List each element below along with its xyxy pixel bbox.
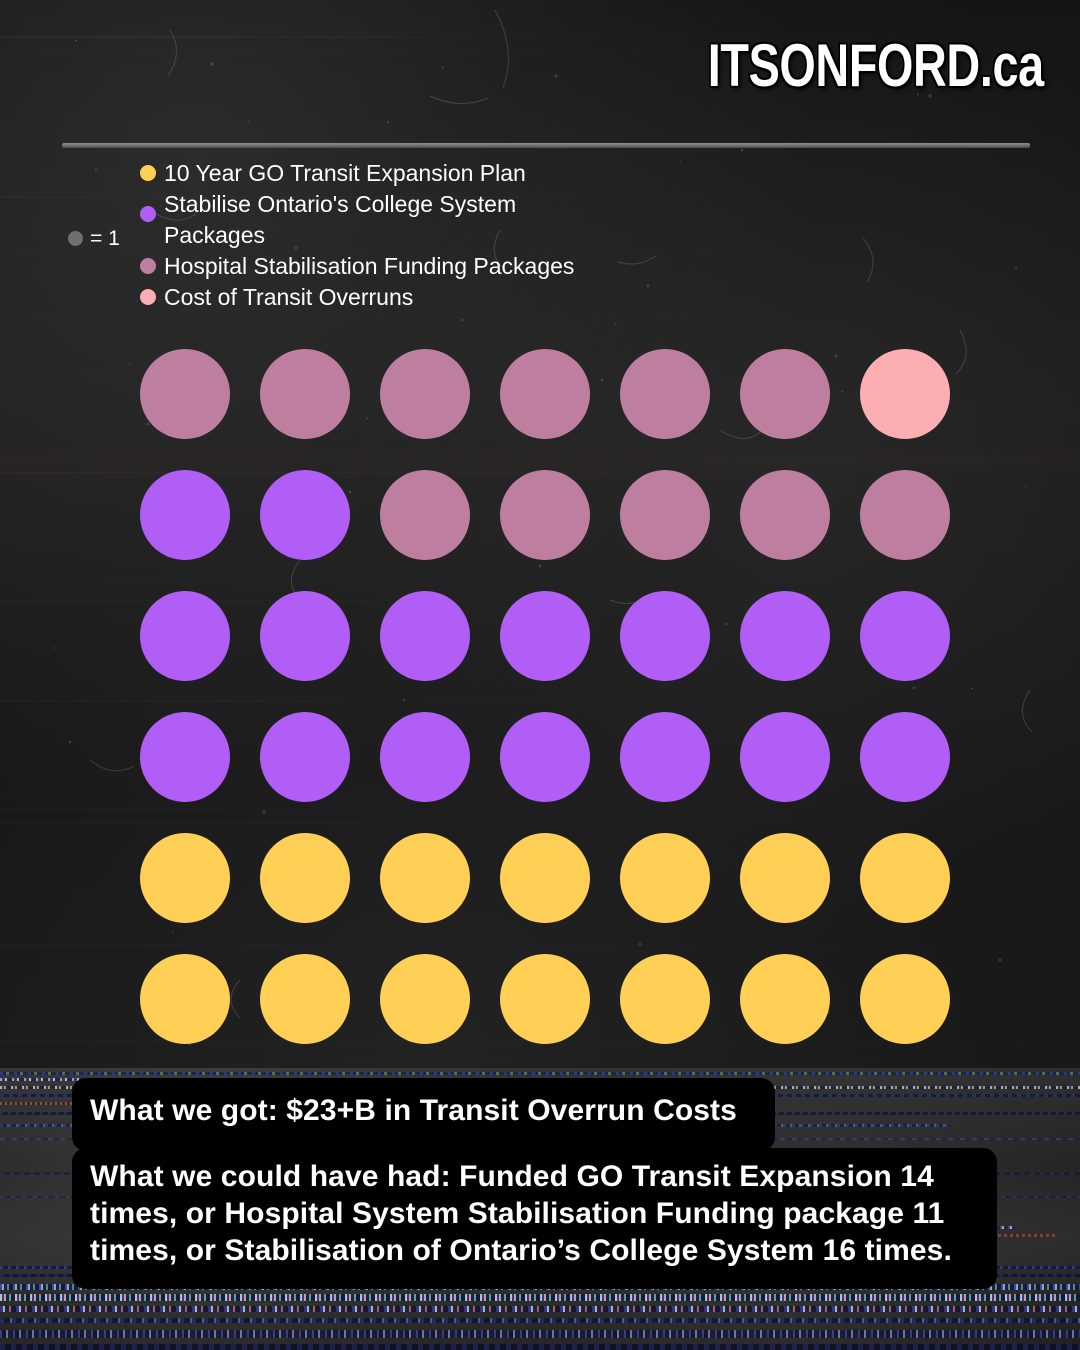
pictogram-dot bbox=[740, 349, 830, 439]
scanline bbox=[0, 822, 1080, 824]
pictogram-dot bbox=[140, 349, 230, 439]
legend-label-go-transit: 10 Year GO Transit Expansion Plan bbox=[164, 160, 526, 186]
pictogram-dot bbox=[740, 591, 830, 681]
scanline bbox=[0, 250, 1080, 252]
pictogram-dot bbox=[500, 470, 590, 560]
scanline bbox=[0, 808, 1080, 810]
pictogram-dot bbox=[260, 833, 350, 923]
pictogram-dot bbox=[260, 349, 350, 439]
scanline bbox=[0, 52, 1080, 54]
pictogram-dot bbox=[500, 712, 590, 802]
caption-line-got: What we got: $23+B in Transit Overrun Co… bbox=[90, 1094, 737, 1127]
pictogram-dot bbox=[620, 954, 710, 1044]
pictogram-dot bbox=[860, 833, 950, 923]
pictogram-dot bbox=[140, 712, 230, 802]
pictogram-dot bbox=[620, 712, 710, 802]
legend-swatch-go-transit-icon bbox=[140, 165, 156, 181]
pictogram-row bbox=[140, 954, 955, 1075]
pictogram-dot bbox=[500, 349, 590, 439]
pictogram-dot bbox=[380, 470, 470, 560]
pictogram-dot bbox=[260, 712, 350, 802]
pictogram-dot bbox=[380, 349, 470, 439]
scanline bbox=[0, 316, 1080, 318]
pictogram-row bbox=[140, 591, 955, 712]
pictogram-dot bbox=[620, 349, 710, 439]
legend-unit-swatch-icon bbox=[68, 231, 83, 246]
legend-unit-label: = 1 bbox=[90, 227, 120, 250]
caption-line-could-1: What we could have had: Funded GO Transi… bbox=[90, 1160, 934, 1193]
legend-swatch-overruns-icon bbox=[140, 289, 156, 305]
scanline bbox=[0, 196, 1080, 198]
pictogram-dot bbox=[500, 591, 590, 681]
scanline bbox=[0, 944, 1080, 946]
pictogram-dot bbox=[620, 470, 710, 560]
pictogram-dot bbox=[500, 833, 590, 923]
pictogram-dot bbox=[500, 954, 590, 1044]
pictogram-dot bbox=[140, 954, 230, 1044]
pictogram-row bbox=[140, 470, 955, 591]
pictogram-row bbox=[140, 349, 955, 470]
scanline bbox=[0, 128, 1080, 130]
scanline bbox=[0, 455, 1080, 469]
legend-items: 10 Year GO Transit Expansion Plan Stabil… bbox=[140, 158, 574, 313]
pictogram-dot bbox=[860, 470, 950, 560]
pictogram-dot bbox=[860, 591, 950, 681]
legend-item-hospital: Hospital Stabilisation Funding Packages bbox=[140, 251, 574, 282]
pictogram-dot bbox=[260, 470, 350, 560]
legend-label-college-system-line1: Stabilise Ontario's College System bbox=[164, 191, 517, 217]
legend-item-college-system-line2: Packages bbox=[140, 206, 574, 251]
caption-line-could-3: times, or Stabilisation of Ontario’s Col… bbox=[90, 1234, 952, 1267]
header-divider bbox=[62, 143, 1030, 148]
pictogram-dot bbox=[740, 470, 830, 560]
glitch-line bbox=[0, 1072, 1080, 1075]
pictogram-dot bbox=[260, 954, 350, 1044]
pictogram-dot-grid bbox=[140, 349, 955, 1075]
pictogram-dot bbox=[140, 470, 230, 560]
pictogram-dot bbox=[740, 712, 830, 802]
caption-what-we-got: What we got: $23+B in Transit Overrun Co… bbox=[72, 1078, 775, 1151]
pictogram-dot bbox=[860, 954, 950, 1044]
caption-what-we-could-have-had: What we could have had: Funded GO Transi… bbox=[72, 1148, 997, 1289]
scanline bbox=[0, 700, 1080, 702]
pictogram-dot bbox=[860, 712, 950, 802]
pictogram-dot bbox=[140, 591, 230, 681]
legend-label-hospital: Hospital Stabilisation Funding Packages bbox=[164, 253, 575, 279]
legend: = 1 10 Year GO Transit Expansion Plan St… bbox=[0, 158, 1080, 318]
scanline bbox=[0, 578, 1080, 580]
glitch-line bbox=[0, 1330, 1080, 1338]
brand-title: ITSONFORD.ca bbox=[708, 32, 1044, 99]
pictogram-dot bbox=[620, 591, 710, 681]
legend-item-college-system-line1: Stabilise Ontario's College System bbox=[140, 189, 574, 220]
pictogram-dot bbox=[380, 712, 470, 802]
pictogram-dot bbox=[140, 833, 230, 923]
glitch-line bbox=[0, 1344, 1080, 1350]
pictogram-row bbox=[140, 833, 955, 954]
pictogram-row bbox=[140, 712, 955, 833]
caption-line-could-2: times, or Hospital System Stabilisation … bbox=[90, 1197, 945, 1230]
pictogram-dot bbox=[860, 349, 950, 439]
glitch-line bbox=[0, 1294, 1080, 1301]
pictogram-dot bbox=[740, 833, 830, 923]
pictogram-dot bbox=[380, 954, 470, 1044]
pictogram-dot bbox=[380, 833, 470, 923]
pictogram-dot bbox=[740, 954, 830, 1044]
legend-unit-key: = 1 bbox=[68, 228, 120, 249]
glitch-line bbox=[0, 1318, 1080, 1323]
pictogram-dot bbox=[260, 591, 350, 681]
glitch-line bbox=[0, 1306, 1080, 1312]
legend-label-overruns: Cost of Transit Overruns bbox=[164, 284, 414, 310]
legend-item-go-transit: 10 Year GO Transit Expansion Plan bbox=[140, 158, 574, 189]
legend-swatch-hospital-icon bbox=[140, 258, 156, 274]
scanline bbox=[0, 36, 1080, 38]
legend-swatch-college-system-icon bbox=[140, 206, 156, 222]
legend-label-college-system-line2: Packages bbox=[164, 222, 266, 248]
pictogram-dot bbox=[620, 833, 710, 923]
legend-item-overruns: Cost of Transit Overruns bbox=[140, 282, 574, 313]
pictogram-dot bbox=[380, 591, 470, 681]
